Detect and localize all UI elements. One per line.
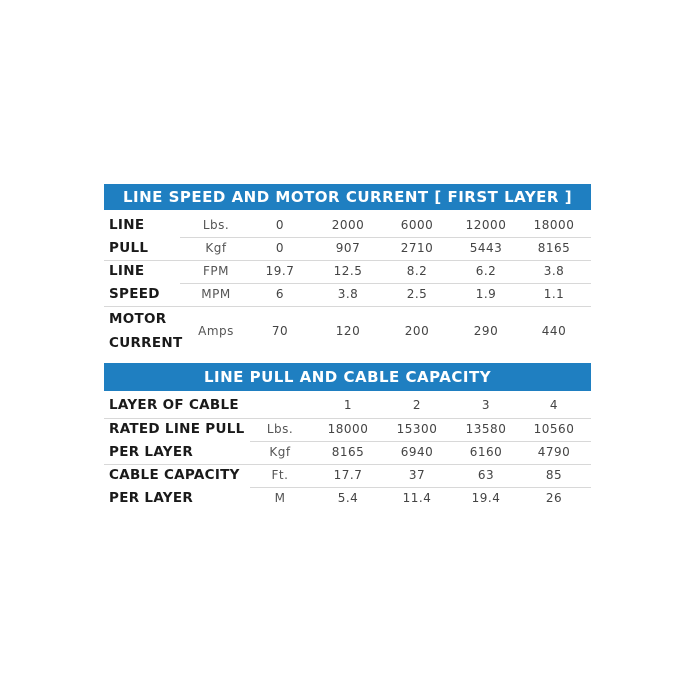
value-cell: 18000	[327, 422, 369, 436]
value-cell: 6000	[400, 218, 434, 232]
group-divider	[104, 306, 591, 307]
unit-cell: Lbs.	[202, 218, 230, 232]
table-row: Amps 70 120 200 290 440	[104, 306, 591, 356]
row-group-label: CURRENT	[109, 335, 183, 351]
row-group-label: LINE	[109, 217, 145, 233]
value-cell: 2710	[400, 241, 434, 255]
row-group-label: RATED LINE PULL	[109, 421, 245, 437]
value-cell: 120	[335, 324, 361, 338]
table1-title: LINE SPEED AND MOTOR CURRENT [ FIRST LAY…	[104, 184, 591, 210]
unit-cell: Kgf	[205, 241, 227, 255]
value-cell: 290	[473, 324, 499, 338]
value-cell: 85	[545, 468, 563, 482]
value-cell: 6.2	[475, 264, 497, 278]
row-divider	[250, 441, 591, 442]
value-cell: 6940	[400, 445, 434, 459]
value-cell: 12000	[465, 218, 507, 232]
layer-row-label: LAYER OF CABLE	[109, 397, 239, 413]
value-cell: 15300	[396, 422, 438, 436]
value-cell: 0	[275, 241, 285, 255]
value-cell: 8.2	[406, 264, 428, 278]
value-cell: 3.8	[543, 264, 565, 278]
value-cell: 10560	[533, 422, 575, 436]
value-cell: 17.7	[333, 468, 363, 482]
row-divider	[250, 487, 591, 488]
value-cell: 18000	[533, 218, 575, 232]
value-cell: 5443	[469, 241, 503, 255]
value-cell: 13580	[465, 422, 507, 436]
row-group-label: LINE	[109, 263, 145, 279]
value-cell: 0	[275, 218, 285, 232]
row-group-label: CABLE CAPACITY	[109, 467, 240, 483]
value-cell: 1.1	[543, 287, 565, 301]
row-divider	[180, 283, 591, 284]
value-cell: 4790	[537, 445, 571, 459]
value-cell: 6160	[469, 445, 503, 459]
table-row: MPM 6 3.8 2.5 1.9 1.1	[104, 283, 591, 306]
row-group-label: PER LAYER	[109, 444, 194, 460]
table-row: LAYER OF CABLE 1 2 3 4	[104, 393, 591, 418]
value-cell: 2.5	[406, 287, 428, 301]
table-row: M 5.4 11.4 19.4 26	[104, 487, 591, 510]
group-divider	[104, 260, 591, 261]
value-cell: 19.4	[471, 491, 501, 505]
value-cell: 70	[271, 324, 289, 338]
value-cell: 200	[404, 324, 430, 338]
unit-cell: Lbs.	[266, 422, 294, 436]
value-cell: 5.4	[337, 491, 359, 505]
table-row: Ft. 17.7 37 63 85	[104, 464, 591, 487]
unit-cell: Ft.	[271, 468, 289, 482]
value-cell: 8165	[537, 241, 571, 255]
value-cell: 37	[408, 468, 426, 482]
row-group-label: PULL	[109, 240, 149, 256]
table2-title: LINE PULL AND CABLE CAPACITY	[104, 363, 591, 391]
group-divider	[104, 418, 591, 419]
group-divider	[104, 464, 591, 465]
value-cell: 8165	[331, 445, 365, 459]
unit-cell: Amps	[198, 324, 234, 338]
table-row: Kgf 8165 6940 6160 4790	[104, 441, 591, 464]
table-row: Kgf 0 907 2710 5443 8165	[104, 237, 591, 260]
value-cell: 26	[545, 491, 563, 505]
row-group-label: MOTOR	[109, 311, 167, 327]
value-cell: 1.9	[475, 287, 497, 301]
unit-cell: Kgf	[269, 445, 291, 459]
value-cell: 6	[275, 287, 285, 301]
value-cell: 3.8	[337, 287, 359, 301]
value-cell: 12.5	[333, 264, 363, 278]
value-cell: 4	[549, 398, 559, 412]
unit-cell: FPM	[203, 264, 229, 278]
table-row: Lbs. 0 2000 6000 12000 18000	[104, 214, 591, 237]
unit-cell: MPM	[201, 287, 231, 301]
unit-cell: M	[274, 491, 286, 505]
value-cell: 440	[541, 324, 567, 338]
table-row: Lbs. 18000 15300 13580 10560	[104, 418, 591, 441]
value-cell: 1	[343, 398, 353, 412]
value-cell: 2	[412, 398, 422, 412]
table-row: FPM 19.7 12.5 8.2 6.2 3.8	[104, 260, 591, 283]
row-group-label: SPEED	[109, 286, 160, 302]
value-cell: 11.4	[402, 491, 432, 505]
row-group-label: PER LAYER	[109, 490, 194, 506]
value-cell: 19.7	[265, 264, 295, 278]
value-cell: 3	[481, 398, 491, 412]
row-divider	[180, 237, 591, 238]
value-cell: 2000	[331, 218, 365, 232]
value-cell: 63	[477, 468, 495, 482]
value-cell: 907	[335, 241, 361, 255]
